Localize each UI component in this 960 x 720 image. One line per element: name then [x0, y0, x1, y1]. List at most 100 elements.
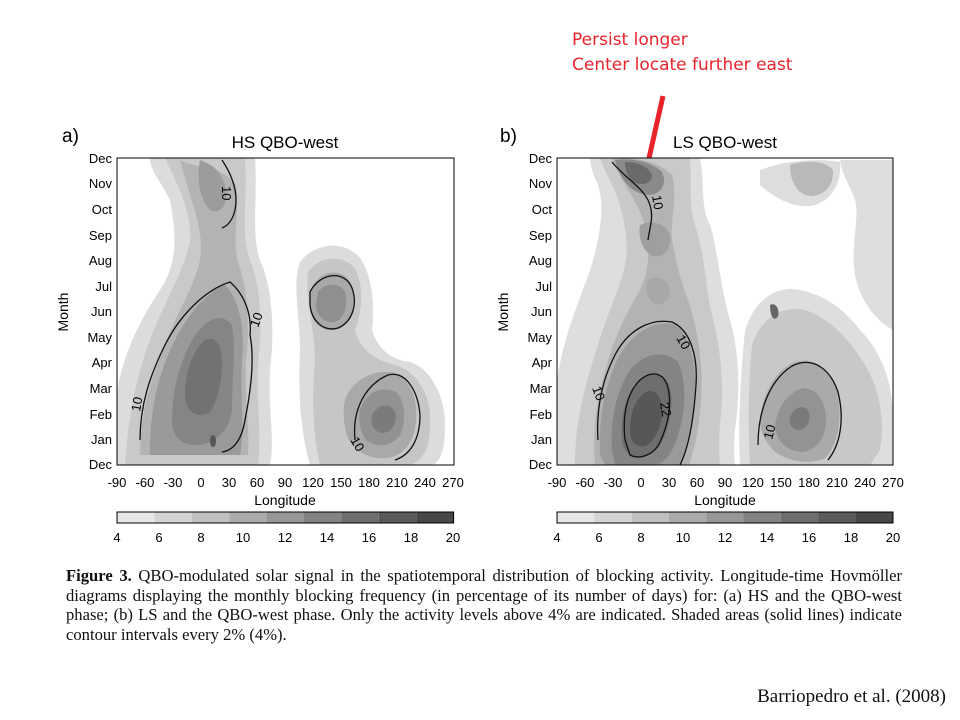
colorbar-label: 18 [844, 530, 858, 545]
figure: a) HS QBO-west [55, 95, 904, 545]
month-tick: Sep [89, 228, 112, 243]
colorbar-swatch [557, 512, 595, 523]
colorbar-label: 20 [886, 530, 900, 545]
figure-caption: Figure 3. QBO-modulated solar signal in … [66, 566, 902, 644]
colorbar-label: 14 [320, 530, 334, 545]
colorbar-swatch [668, 512, 707, 523]
month-tick: Mar [530, 381, 553, 396]
panel-a-label: a) [62, 126, 79, 147]
panel-b-colorbar: 4 6 8 10 12 14 16 18 20 [553, 511, 900, 545]
colorbar-label: 12 [718, 530, 732, 545]
lon-tick: 210 [386, 475, 408, 490]
lon-tick: 60 [690, 475, 704, 490]
panel-b-contour-label: 10 [673, 332, 693, 352]
month-tick: Jan [531, 432, 552, 447]
panel-a-contour-label: 10 [219, 186, 234, 200]
colorbar-label: 20 [446, 530, 460, 545]
panel-a-y-label: Month [55, 293, 71, 332]
colorbar-swatch [594, 512, 632, 523]
colorbar-swatch [117, 512, 155, 523]
panel-b-contour-label: 10 [760, 423, 778, 441]
colorbar-swatch [706, 512, 744, 523]
panel-a-x-label: Longitude [254, 492, 316, 508]
lon-tick: -60 [136, 475, 155, 490]
month-tick: Apr [532, 355, 553, 370]
month-tick: Oct [92, 202, 113, 217]
panel-a-contour-label: 10 [247, 310, 266, 329]
colorbar-swatch [378, 512, 417, 523]
colorbar-swatch [266, 512, 304, 523]
lon-tick: -90 [548, 475, 567, 490]
colorbar-swatch [304, 512, 342, 523]
lon-tick: 150 [330, 475, 352, 490]
panel-b-title: LS QBO-west [673, 133, 777, 152]
panel-a-y-axis: Dec Nov Oct Sep Aug Jul Jun May Apr Mar … [87, 151, 112, 472]
colorbar-label: 4 [113, 530, 120, 545]
month-tick: Dec [89, 151, 113, 166]
colorbar-swatch [154, 512, 192, 523]
annotation-line-1: Persist longer [572, 30, 688, 50]
lon-tick: 0 [197, 475, 204, 490]
colorbar-swatch [229, 512, 267, 523]
annotation-text: Persist longer Center locate further eas… [572, 28, 792, 78]
panel-a-title: HS QBO-west [232, 133, 339, 152]
lon-tick: -30 [164, 475, 183, 490]
lon-tick: 240 [854, 475, 876, 490]
lon-tick: 240 [414, 475, 436, 490]
panel-b-contour-label: 10 [589, 384, 608, 403]
lon-tick: 270 [882, 475, 904, 490]
panel-a-colorbar: 4 6 8 10 12 14 16 18 20 [113, 511, 460, 545]
colorbar-swatch [631, 512, 669, 523]
month-tick: Aug [529, 253, 552, 268]
lon-tick: -30 [604, 475, 623, 490]
panel-a-contour-label: 10 [128, 396, 145, 413]
colorbar-label: 8 [637, 530, 644, 545]
month-tick: Dec [529, 151, 553, 166]
colorbar-swatch [191, 512, 230, 523]
lon-tick: 210 [826, 475, 848, 490]
lon-tick: -90 [108, 475, 127, 490]
lon-tick: -60 [576, 475, 595, 490]
month-tick: Dec [89, 457, 113, 472]
colorbar-label: 4 [553, 530, 560, 545]
panel-a: a) HS QBO-west [55, 126, 464, 545]
month-tick: Feb [90, 407, 112, 422]
panel-b-y-label: Month [495, 293, 511, 332]
panel-b-contour-label: 22 [657, 401, 674, 418]
month-tick: Jan [91, 432, 112, 447]
month-tick: Nov [529, 176, 553, 191]
lon-tick: 270 [442, 475, 464, 490]
colorbar-label: 8 [197, 530, 204, 545]
month-tick: May [527, 330, 552, 345]
month-tick: Aug [89, 253, 112, 268]
colorbar-label: 10 [236, 530, 250, 545]
colorbar-label: 14 [760, 530, 774, 545]
colorbar-label: 18 [404, 530, 418, 545]
panel-b-x-label: Longitude [694, 492, 756, 508]
panel-b-shading [557, 158, 893, 465]
month-tick: Nov [89, 176, 113, 191]
caption-text: QBO-modulated solar signal in the spatio… [66, 566, 903, 644]
lon-tick: 30 [662, 475, 676, 490]
lon-tick: 150 [770, 475, 792, 490]
month-tick: Mar [90, 381, 113, 396]
lon-tick: 120 [302, 475, 324, 490]
colorbar-swatch [416, 512, 454, 523]
caption-lead: Figure 3. [66, 566, 132, 585]
lon-tick: 30 [222, 475, 236, 490]
lon-tick: 120 [742, 475, 764, 490]
colorbar-swatch [743, 512, 781, 523]
month-tick: May [87, 330, 112, 345]
lon-tick: 90 [718, 475, 732, 490]
panel-b-label: b) [500, 126, 517, 147]
lon-tick: 180 [798, 475, 820, 490]
lon-tick: 0 [637, 475, 644, 490]
panel-b: b) LS QBO-west [495, 126, 904, 545]
panel-a-shading [117, 158, 454, 465]
panel-b-y-axis: Dec Nov Oct Sep Aug Jul Jun May Apr Mar … [527, 151, 552, 472]
month-tick: Feb [530, 407, 552, 422]
colorbar-swatch [818, 512, 856, 523]
month-tick: Jul [95, 279, 112, 294]
panel-a-x-axis: -90 -60 -30 0 30 60 90 120 150 180 210 2… [108, 475, 464, 490]
colorbar-label: 6 [155, 530, 162, 545]
